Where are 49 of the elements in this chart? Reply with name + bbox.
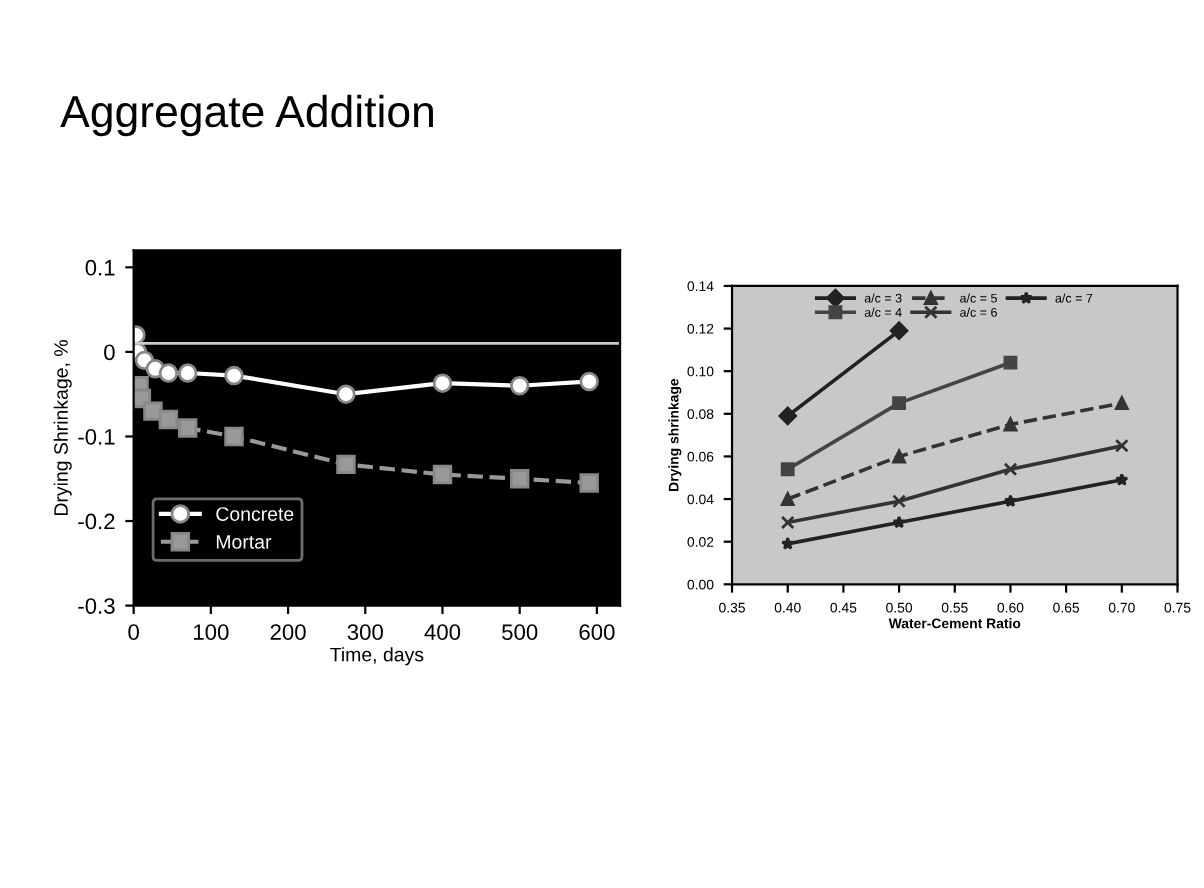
legend-label: Concrete [216, 507, 294, 521]
x-axis-title: Time, days [330, 647, 424, 666]
y-axis-title: Drying Shrinkage, % [53, 340, 72, 516]
x-tick-label: 600 [579, 624, 615, 640]
legend-label: Mortar [216, 535, 272, 549]
y-tick-label: -0.2 [78, 513, 115, 530]
chart-title: Aggregate Addition [60, 94, 433, 137]
point [509, 376, 530, 396]
x-tick-label: 300 [347, 624, 383, 640]
point [224, 365, 244, 386]
point [780, 492, 795, 506]
y-tick-label: -0.1 [78, 429, 115, 445]
point [1003, 494, 1018, 508]
point [336, 384, 356, 404]
point [892, 515, 906, 529]
point [1003, 355, 1018, 370]
point [509, 469, 530, 489]
point [1114, 438, 1129, 453]
point [143, 401, 163, 421]
point [780, 515, 795, 530]
point [579, 473, 599, 493]
point [177, 418, 198, 438]
point [1003, 462, 1018, 477]
y-tick-label: 0.1 [85, 259, 115, 276]
x-tick-label: 500 [502, 624, 538, 640]
point [889, 321, 909, 340]
point [892, 396, 907, 411]
point [1115, 472, 1129, 486]
y-tick-label: 0 [104, 344, 115, 361]
point [778, 406, 797, 426]
point [158, 409, 179, 430]
point [892, 449, 907, 464]
point [336, 454, 356, 475]
point [781, 536, 795, 550]
y-tick-label: -0.3 [78, 598, 115, 614]
point [892, 494, 907, 509]
point [432, 373, 453, 393]
point [780, 462, 795, 477]
point [224, 426, 244, 447]
point [177, 363, 198, 383]
point [432, 464, 453, 485]
point [1114, 396, 1129, 411]
point [158, 363, 179, 383]
x-tick-label: 200 [270, 624, 306, 640]
x-tick-label: 100 [194, 624, 229, 640]
point [1003, 417, 1018, 432]
x-tick-label: 0 [128, 624, 139, 640]
x-tick-label: 400 [424, 624, 461, 640]
point [579, 371, 599, 392]
